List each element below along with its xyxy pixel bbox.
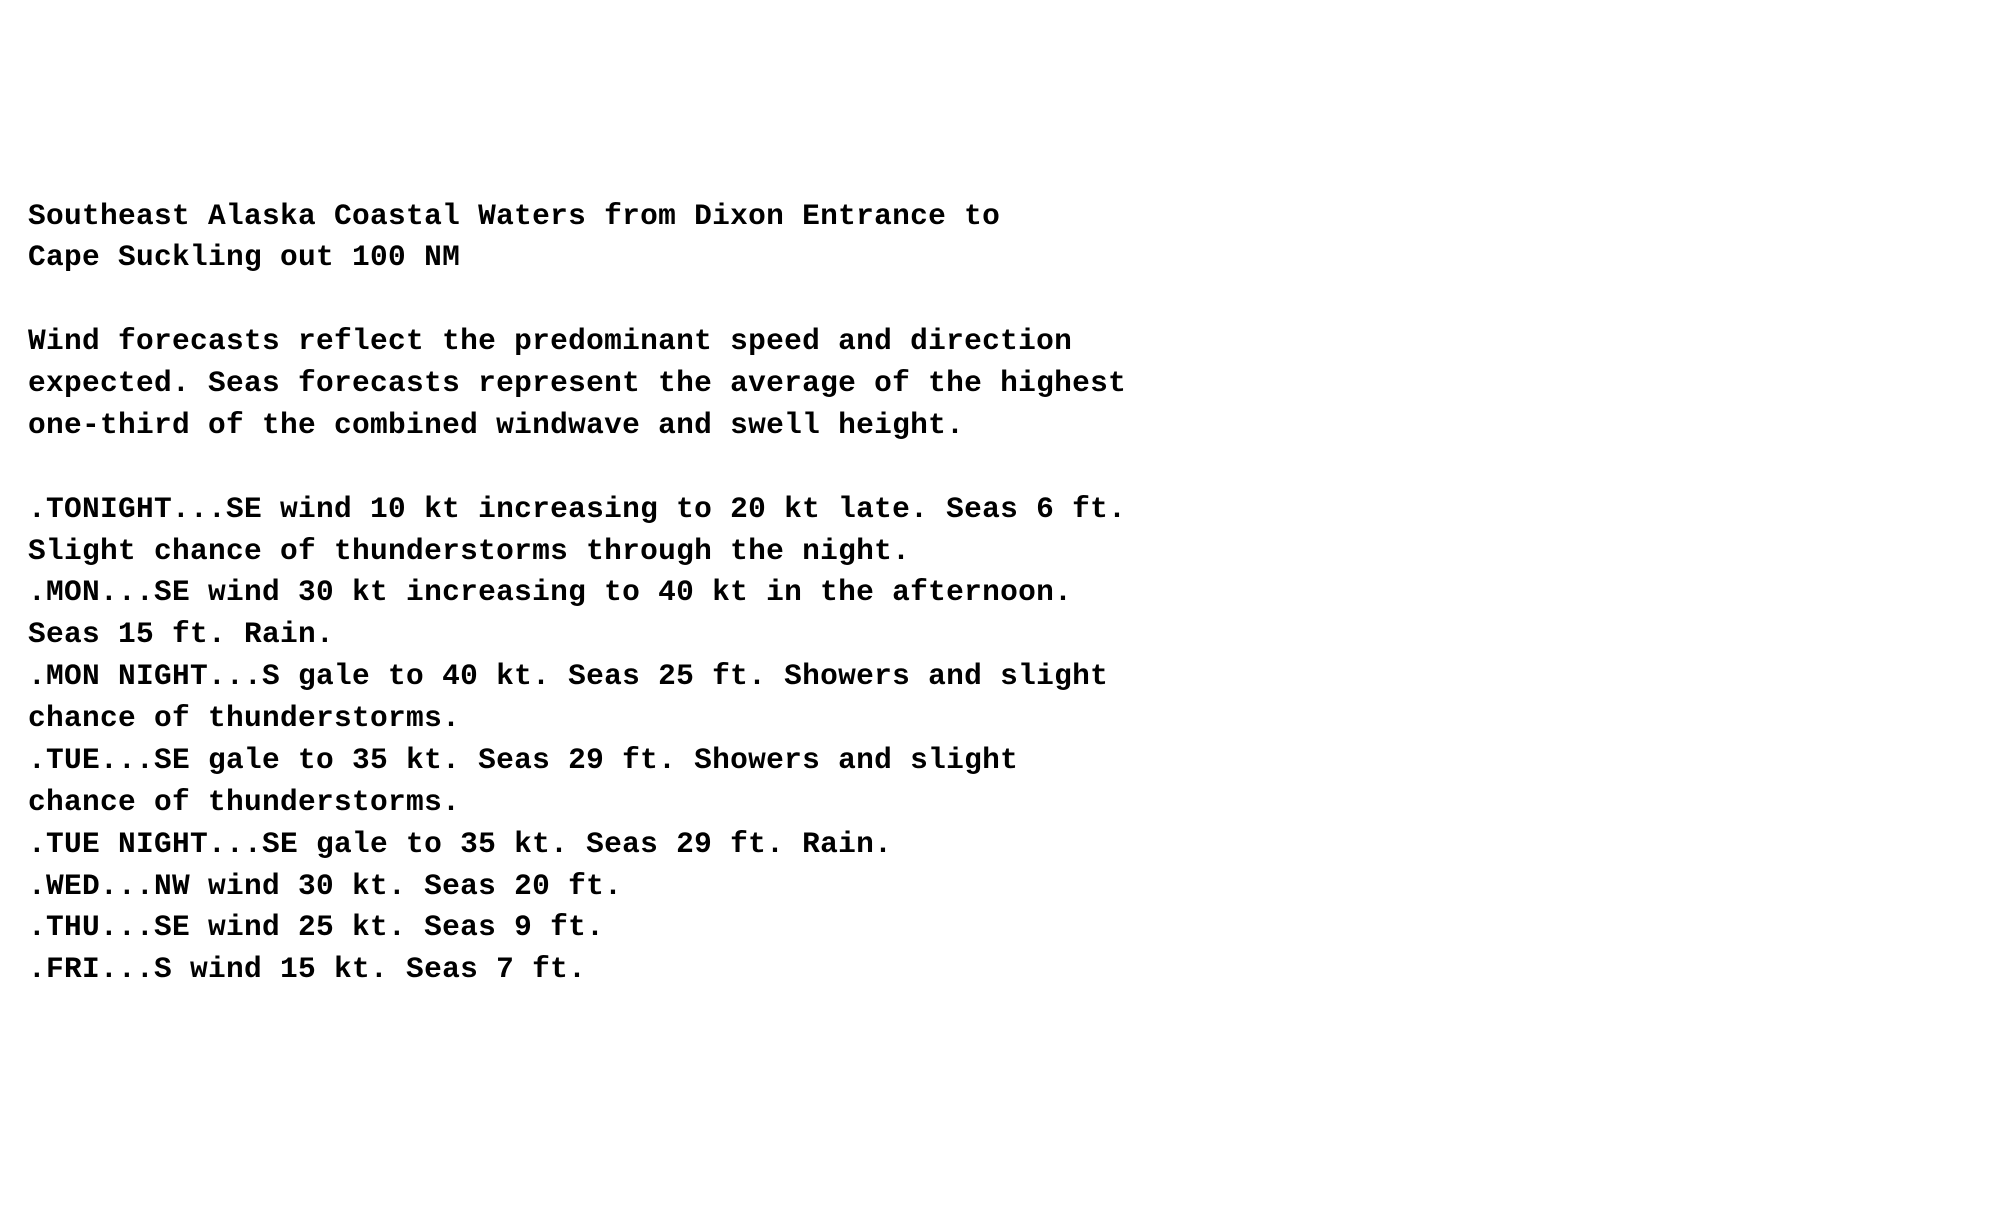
- period-tue-night: .TUE NIGHT...SE gale to 35 kt. Seas 29 f…: [28, 827, 892, 861]
- period-mon-night-line2: chance of thunderstorms.: [28, 701, 460, 735]
- period-mon-night-line1: .MON NIGHT...S gale to 40 kt. Seas 25 ft…: [28, 659, 1108, 693]
- period-wed: .WED...NW wind 30 kt. Seas 20 ft.: [28, 869, 622, 903]
- explainer-line2: expected. Seas forecasts represent the a…: [28, 366, 1126, 400]
- period-fri: .FRI...S wind 15 kt. Seas 7 ft.: [28, 952, 586, 986]
- forecast-body: Southeast Alaska Coastal Waters from Dix…: [28, 196, 1972, 992]
- period-mon-line1: .MON...SE wind 30 kt increasing to 40 kt…: [28, 575, 1072, 609]
- period-tonight-line2: Slight chance of thunderstorms through t…: [28, 534, 910, 568]
- zone-title-line1: Southeast Alaska Coastal Waters from Dix…: [28, 199, 1000, 233]
- period-mon-line2: Seas 15 ft. Rain.: [28, 617, 334, 651]
- period-tonight-line1: .TONIGHT...SE wind 10 kt increasing to 2…: [28, 492, 1126, 526]
- explainer-line3: one-third of the combined windwave and s…: [28, 408, 964, 442]
- period-tue-line2: chance of thunderstorms.: [28, 785, 460, 819]
- zone-title-line2: Cape Suckling out 100 NM: [28, 240, 460, 274]
- period-tue-line1: .TUE...SE gale to 35 kt. Seas 29 ft. Sho…: [28, 743, 1018, 777]
- explainer-line1: Wind forecasts reflect the predominant s…: [28, 324, 1072, 358]
- period-thu: .THU...SE wind 25 kt. Seas 9 ft.: [28, 910, 604, 944]
